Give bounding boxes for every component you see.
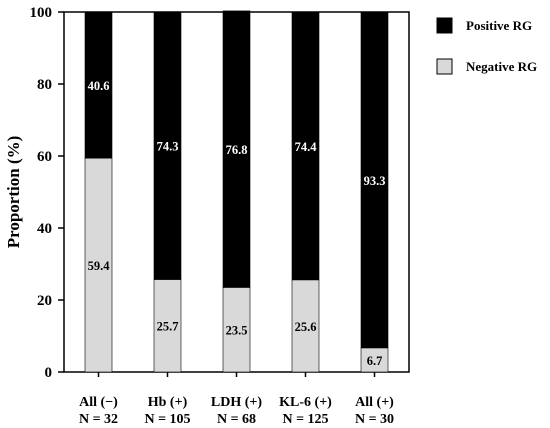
x-tick-sample-size: N = 125: [282, 412, 328, 427]
y-axis: 0 20 40 60 80 100: [30, 5, 64, 381]
y-tick-label: 0: [45, 365, 53, 381]
legend-swatch: [436, 58, 453, 75]
data-label: 76.8: [226, 143, 248, 157]
data-label: 59.4: [88, 259, 111, 273]
data-label: 23.5: [226, 324, 248, 338]
x-tick-label: All (−): [79, 395, 118, 410]
x-tick-sample-size: N = 68: [217, 412, 256, 427]
data-label: 40.6: [88, 79, 110, 93]
legend-swatch: [436, 17, 453, 34]
bar-segment: [291, 11, 320, 281]
x-tick-label: Hb (+): [148, 395, 188, 410]
x-tick-sample-size: N = 32: [79, 412, 118, 427]
x-tick-sample-size: N = 105: [144, 412, 190, 427]
x-tick-label: KL-6 (+): [279, 395, 332, 410]
y-tick-label: 60: [37, 149, 52, 165]
data-label: 25.7: [157, 320, 179, 334]
bar-segment: [360, 347, 389, 373]
y-tick-label: 40: [37, 221, 52, 237]
y-tick-label: 100: [30, 5, 53, 21]
bar-segment: [153, 11, 182, 280]
y-tick-label: 20: [37, 293, 52, 309]
x-tick-label: All (+): [355, 395, 394, 410]
y-tick-label: 80: [37, 77, 52, 93]
data-label: 6.7: [367, 354, 383, 368]
data-label: 74.4: [295, 140, 318, 154]
data-label: 74.3: [157, 140, 179, 154]
data-label: 93.3: [364, 174, 386, 188]
legend-label: Positive RG: [466, 18, 532, 33]
y-axis-label: Proportion (%): [4, 136, 23, 249]
legend-label: Negative RG: [466, 59, 537, 74]
bar-segment: [222, 10, 251, 288]
legend: Positive RG Negative RG: [436, 17, 537, 75]
bar-segment: [84, 11, 113, 159]
bars-group: 59.4 40.6 25.7 74.3 23.5 76.8 25.6 74.4 6.7 93.3: [84, 10, 389, 373]
bar-segment: [360, 11, 389, 349]
data-label: 25.6: [295, 320, 317, 334]
x-tick-sample-size: N = 30: [355, 412, 394, 427]
bar-segment: [291, 279, 320, 373]
x-axis: All (−) N = 32 Hb (+) N = 105 LDH (+) N = 68 K…: [79, 372, 394, 427]
x-tick-label: LDH (+): [211, 395, 262, 410]
